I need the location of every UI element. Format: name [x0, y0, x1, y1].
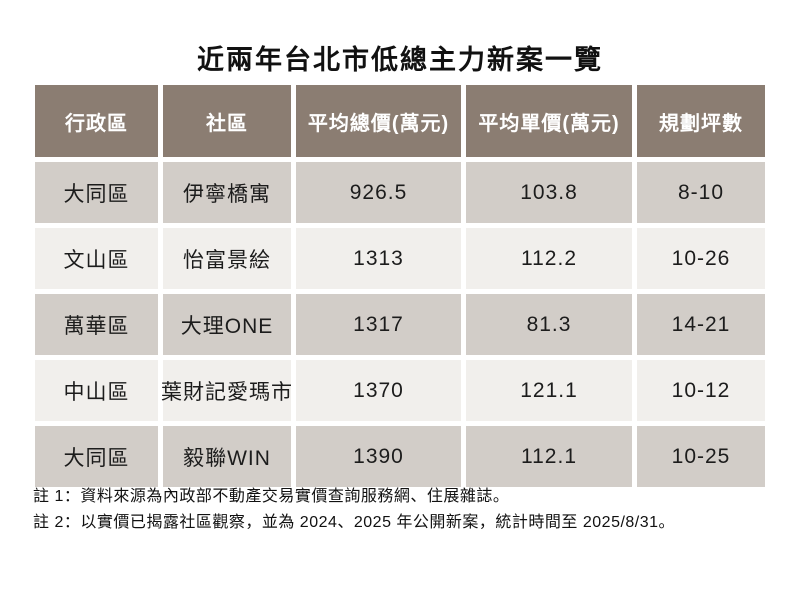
table-cell-unit-price: 112.2 [466, 228, 632, 289]
col-header-community: 社區 [163, 85, 291, 157]
col-header-avg-total-price: 平均總價(萬元) [296, 85, 461, 157]
table-cell-community: 怡富景絵 [163, 228, 291, 289]
table-cell-district: 中山區 [35, 360, 158, 421]
table-cell-total-price: 1390 [296, 426, 461, 487]
table-cell-district: 大同區 [35, 162, 158, 223]
data-table: 行政區 社區 平均總價(萬元) 平均單價(萬元) 規劃坪數 大同區 伊寧橋寓 9… [35, 85, 765, 487]
table-cell-unit-price: 81.3 [466, 294, 632, 355]
table-cell-unit-price: 121.1 [466, 360, 632, 421]
table-cell-unit-price: 112.1 [466, 426, 632, 487]
table-cell-district: 文山區 [35, 228, 158, 289]
table-cell-district: 萬華區 [35, 294, 158, 355]
table-cell-area: 10-26 [637, 228, 765, 289]
footnote-2: 註 2：以實價已揭露社區觀察，並為 2024、2025 年公開新案，統計時間至 … [33, 514, 676, 531]
table-cell-area: 8-10 [637, 162, 765, 223]
table-cell-area: 10-12 [637, 360, 765, 421]
table-cell-district: 大同區 [35, 426, 158, 487]
col-header-district: 行政區 [35, 85, 158, 157]
page-title: 近兩年台北市低總主力新案一覽 [197, 45, 603, 75]
table-cell-total-price: 926.5 [296, 162, 461, 223]
col-header-avg-unit-price: 平均單價(萬元) [466, 85, 632, 157]
table-cell-community: 大理ONE [163, 294, 291, 355]
table-cell-community: 葉財記愛瑪市 [161, 360, 292, 421]
table-cell-area: 10-25 [637, 426, 765, 487]
table-cell-unit-price: 103.8 [466, 162, 632, 223]
table-cell-area: 14-21 [637, 294, 765, 355]
footnotes: 註 1：資料來源為內政部不動產交易實價查詢服務網、住展雜誌。 註 2：以實價已揭… [33, 484, 773, 536]
col-header-planned-area: 規劃坪數 [637, 85, 765, 157]
table-cell-total-price: 1313 [296, 228, 461, 289]
table-cell-total-price: 1317 [296, 294, 461, 355]
table-cell-community: 毅聯WIN [163, 426, 291, 487]
table-cell-community: 伊寧橋寓 [163, 162, 291, 223]
footnote-1: 註 1：資料來源為內政部不動產交易實價查詢服務網、住展雜誌。 [33, 488, 510, 505]
table-cell-total-price: 1370 [296, 360, 461, 421]
